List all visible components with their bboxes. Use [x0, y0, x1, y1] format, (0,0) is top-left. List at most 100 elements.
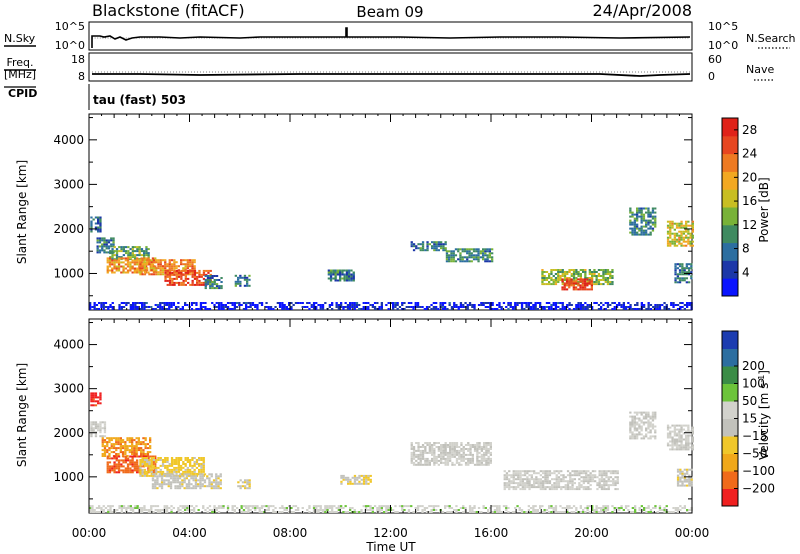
- data-cell: [134, 505, 137, 508]
- data-cell: [541, 271, 544, 273]
- data-cell: [489, 453, 492, 456]
- data-cell: [353, 480, 357, 483]
- data-cell: [579, 304, 582, 306]
- data-cell: [669, 430, 672, 433]
- data-cell: [189, 259, 192, 262]
- data-cell: [117, 443, 120, 446]
- data-cell: [143, 265, 147, 268]
- data-cell: [126, 439, 129, 442]
- data-cell: [115, 250, 119, 253]
- data-cell: [127, 252, 130, 255]
- data-cell: [476, 457, 479, 460]
- data-cell: [616, 472, 619, 475]
- data-cell: [416, 505, 420, 508]
- data-cell: [159, 470, 162, 473]
- data-cell: [133, 461, 136, 464]
- data-cell: [471, 507, 474, 509]
- data-cell: [575, 277, 578, 279]
- data-cell: [137, 439, 140, 442]
- colorbar-swatch: [722, 242, 738, 261]
- data-cell: [421, 245, 425, 248]
- data-cell: [358, 511, 361, 513]
- data-cell: [124, 459, 127, 462]
- data-cell: [528, 474, 531, 477]
- data-cell: [452, 254, 455, 257]
- data-cell: [155, 259, 158, 262]
- data-cell: [514, 470, 518, 473]
- data-cell: [89, 511, 92, 513]
- data-cell: [131, 455, 134, 458]
- data-cell: [129, 467, 132, 470]
- data-cell: [124, 451, 127, 454]
- data-cell: [483, 463, 486, 466]
- data-cell: [193, 468, 196, 471]
- data-cell: [683, 472, 686, 475]
- data-cell: [450, 308, 454, 310]
- data-cell: [541, 511, 544, 513]
- data-cell: [143, 457, 147, 459]
- data-cell: [636, 225, 639, 228]
- data-cell: [89, 306, 92, 308]
- data-cell: [629, 308, 632, 310]
- data-cell: [193, 507, 196, 509]
- data-cell: [539, 302, 542, 304]
- data-cell: [466, 304, 469, 306]
- data-cell: [433, 444, 436, 446]
- data-cell: [444, 442, 447, 444]
- data-cell: [678, 265, 682, 268]
- data-cell: [463, 250, 467, 253]
- data-cell: [687, 426, 690, 429]
- data-cell: [685, 434, 688, 437]
- data-cell: [680, 222, 683, 225]
- data-cell: [331, 509, 334, 511]
- data-cell: [103, 241, 106, 244]
- data-cell: [155, 466, 158, 469]
- data-cell: [548, 507, 551, 509]
- data-cell: [109, 306, 112, 308]
- data-cell: [184, 283, 187, 286]
- data-cell: [336, 279, 339, 282]
- data-cell: [142, 261, 146, 264]
- data-cell: [428, 461, 431, 464]
- data-cell: [611, 277, 614, 279]
- data-cell: [203, 481, 207, 484]
- data-cell: [269, 306, 273, 308]
- data-cell: [371, 507, 374, 509]
- data-cell: [417, 457, 420, 460]
- data-cell: [155, 273, 158, 276]
- data-cell: [602, 283, 605, 286]
- nsearch-bottom-tick: 10^0: [708, 39, 738, 52]
- data-cell: [669, 222, 672, 225]
- data-cell: [120, 302, 123, 304]
- data-cell: [605, 476, 608, 479]
- data-cell: [606, 283, 610, 286]
- data-cell: [521, 486, 524, 489]
- data-cell: [640, 217, 643, 220]
- data-cell: [473, 507, 476, 509]
- data-cell: [133, 439, 136, 442]
- data-cell: [645, 415, 648, 418]
- data-cell: [548, 283, 551, 286]
- data-cell: [645, 507, 648, 509]
- data-cell: [435, 459, 438, 462]
- data-cell: [464, 507, 467, 509]
- data-cell: [690, 271, 693, 274]
- data-cell: [111, 505, 114, 508]
- data-cell: [486, 260, 489, 263]
- data-cell: [440, 461, 443, 464]
- data-cell: [161, 267, 165, 270]
- data-cell: [205, 273, 208, 276]
- data-cell: [444, 241, 447, 244]
- data-cell: [349, 480, 352, 483]
- data-cell: [117, 469, 121, 472]
- data-cell: [211, 509, 214, 511]
- data-cell: [326, 509, 329, 511]
- data-cell: [115, 269, 118, 272]
- data-cell: [466, 252, 469, 255]
- data-cell: [479, 256, 482, 259]
- data-cell: [177, 507, 180, 509]
- data-cell: [326, 507, 329, 509]
- data-cell: [369, 507, 372, 509]
- data-cell: [651, 221, 655, 224]
- data-cell: [633, 427, 636, 430]
